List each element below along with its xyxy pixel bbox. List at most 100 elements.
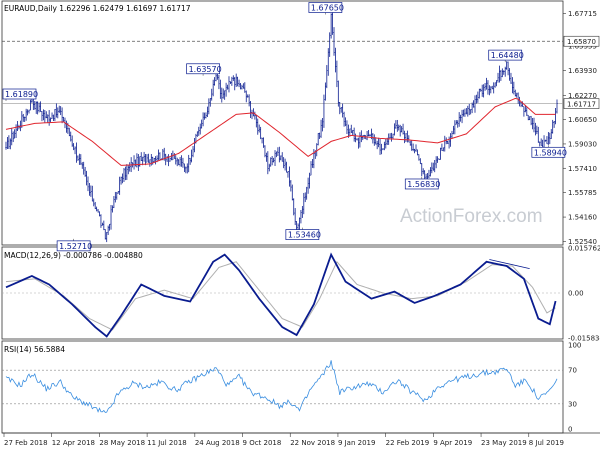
price-bar xyxy=(192,145,194,158)
price-bar xyxy=(310,161,312,176)
price-bar xyxy=(500,69,502,81)
price-bar xyxy=(488,85,491,96)
price-tick-label: 1.67715 xyxy=(568,10,597,18)
price-bar xyxy=(124,166,127,181)
price-bar xyxy=(222,88,224,99)
price-bar xyxy=(104,229,106,240)
price-bar xyxy=(468,103,470,116)
price-bar xyxy=(72,143,75,151)
macd-tick-label: -0.015834 xyxy=(568,334,600,342)
price-bar xyxy=(242,83,245,89)
watermark-group: ActionForex.com xyxy=(400,206,543,227)
price-bar xyxy=(259,126,262,140)
price-panel: 1.677151.655551.639301.622701.606501.590… xyxy=(2,2,600,252)
price-bar xyxy=(349,128,351,137)
rsi-tick-label: 70 xyxy=(568,367,577,375)
price-bar xyxy=(34,101,36,110)
price-bar xyxy=(518,96,521,107)
price-bar xyxy=(251,109,253,120)
price-bar xyxy=(546,136,548,145)
price-bar xyxy=(318,132,321,139)
price-bar xyxy=(203,112,206,120)
price-bar xyxy=(180,155,183,167)
price-bar xyxy=(421,162,423,177)
price-bar xyxy=(23,116,26,122)
price-bar xyxy=(244,82,246,93)
price-bar xyxy=(383,141,386,151)
price-bar xyxy=(346,120,348,134)
rsi-tick-label: 100 xyxy=(568,342,581,350)
price-bar xyxy=(117,190,119,194)
price-bar xyxy=(399,124,401,137)
price-bar xyxy=(101,222,104,226)
price-bar xyxy=(403,130,406,144)
rsi-label: RSI(14) 56.5884 xyxy=(4,345,65,354)
price-annotation: 1.64480 xyxy=(488,49,524,63)
price-bar xyxy=(513,81,515,95)
panel-frames xyxy=(1,0,600,434)
price-bar xyxy=(35,101,37,114)
price-bar xyxy=(367,130,370,137)
moving-average-line xyxy=(5,97,556,166)
price-bar xyxy=(267,151,269,175)
price-bar xyxy=(477,91,479,103)
price-tick-label: 1.57410 xyxy=(568,165,597,173)
price-bar xyxy=(334,47,337,73)
price-bar xyxy=(475,94,478,104)
x-tick-label: 27 Feb 2018 xyxy=(4,439,48,447)
price-bar xyxy=(481,84,483,97)
macd-panel: 0.015762 0.00 -0.015834 xyxy=(2,245,600,342)
price-bar xyxy=(282,157,285,169)
price-bar xyxy=(507,61,509,76)
price-bar xyxy=(405,133,407,142)
price-bar xyxy=(257,118,259,135)
price-bar xyxy=(88,183,91,196)
price-bar xyxy=(206,106,209,117)
price-bar xyxy=(333,27,335,56)
x-tick-label: 24 Aug 2018 xyxy=(195,439,240,447)
price-bar xyxy=(536,125,538,135)
price-bar xyxy=(42,109,45,121)
x-tick-label: 28 May 2018 xyxy=(99,439,145,447)
x-axis: 27 Feb 2018 12 Apr 2018 28 May 2018 11 Jul … xyxy=(3,433,564,447)
price-bar xyxy=(328,32,331,57)
annotation-box xyxy=(531,146,566,158)
rsi-tick-label: 30 xyxy=(568,400,577,408)
price-bar xyxy=(15,124,17,139)
resistance-tag-label: 1.65870 xyxy=(567,38,596,46)
price-bar xyxy=(234,76,236,91)
price-bar xyxy=(527,114,529,121)
price-bar xyxy=(82,161,85,175)
price-bar xyxy=(316,143,318,157)
price-bar xyxy=(198,126,200,136)
x-tick-label: 11 Jul 2018 xyxy=(147,439,187,447)
price-bar xyxy=(480,88,482,92)
price-bar xyxy=(186,163,188,174)
price-bar xyxy=(216,73,219,80)
price-bar xyxy=(504,66,506,77)
price-bar xyxy=(446,140,449,144)
price-bar xyxy=(183,163,186,173)
annotation-label: 1.58940 xyxy=(534,148,567,157)
price-bar xyxy=(29,99,32,111)
price-bar xyxy=(55,103,58,118)
price-bar xyxy=(357,137,360,149)
price-annotation: 1.58940 xyxy=(531,145,567,158)
price-bar xyxy=(469,109,472,115)
price-bar xyxy=(108,223,111,231)
price-bar xyxy=(510,72,512,84)
annotation-label: 1.64480 xyxy=(491,51,524,60)
price-bar xyxy=(464,108,466,117)
price-bar xyxy=(284,158,286,171)
price-bar xyxy=(508,68,511,81)
price-bar xyxy=(372,133,374,144)
price-bar xyxy=(444,135,446,152)
price-bar xyxy=(85,170,88,186)
annotation-box xyxy=(56,240,91,252)
price-bar xyxy=(75,142,78,163)
price-bar xyxy=(305,186,308,200)
price-bar xyxy=(61,107,63,124)
price-bar xyxy=(459,114,462,122)
price-bar xyxy=(534,122,537,136)
